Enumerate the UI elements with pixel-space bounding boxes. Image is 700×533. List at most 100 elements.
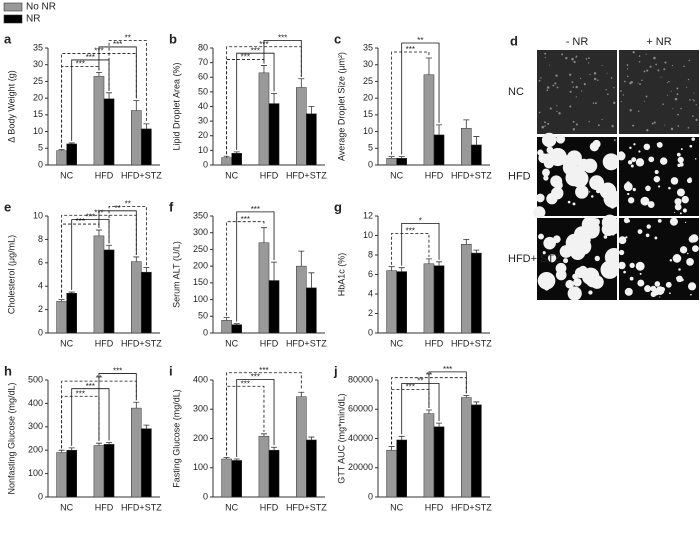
lipid-droplet — [627, 160, 633, 165]
error-bar — [425, 258, 432, 264]
lipid-droplet — [567, 286, 582, 301]
lipid-droplet — [594, 255, 600, 262]
significance-bracket — [263, 39, 302, 77]
bar — [433, 426, 445, 498]
lipid-droplet — [550, 175, 563, 188]
error-bar — [388, 266, 395, 271]
lipid-droplet — [689, 144, 693, 148]
lipid-droplet — [630, 164, 634, 168]
bar — [471, 252, 482, 334]
y-tick-label: 20 — [33, 93, 43, 103]
lipid-droplet — [637, 229, 643, 235]
panel-label: i — [169, 363, 173, 378]
bar — [93, 76, 105, 166]
lipid-droplet — [565, 56, 568, 60]
lipid-droplet — [695, 104, 697, 106]
x-tick-label: NC — [225, 338, 238, 348]
y-tick-label: 15 — [33, 109, 43, 119]
lipid-droplet — [676, 188, 685, 197]
lipid-droplet — [546, 86, 550, 89]
lipid-droplet — [651, 122, 654, 125]
error-bar — [463, 394, 470, 398]
lipid-droplet — [591, 195, 594, 198]
lipid-droplet — [594, 102, 597, 105]
lipid-droplet — [575, 96, 577, 98]
bar — [396, 271, 407, 334]
y-tick-label: 12 — [363, 210, 373, 220]
bar — [268, 280, 280, 334]
lipid-droplet — [556, 266, 561, 271]
micrograph — [537, 50, 617, 134]
x-tick-label: NC — [60, 170, 73, 180]
lipid-droplet — [601, 222, 616, 237]
error-bar — [425, 57, 432, 75]
error-bar — [298, 250, 305, 267]
lipid-droplet — [555, 262, 567, 274]
x-tick-label: HFD+STZ — [451, 502, 492, 512]
y-axis-label: Average Droplet Size (μm²) — [336, 52, 346, 161]
lipid-droplet — [554, 82, 557, 85]
lipid-droplet — [666, 82, 668, 84]
lipid-droplet — [668, 186, 671, 190]
significance-bracket — [61, 223, 100, 298]
significance-bracket — [236, 379, 275, 457]
significance-bracket — [61, 66, 100, 148]
lipid-droplet — [630, 80, 633, 84]
bar — [258, 72, 270, 166]
lipid-droplet — [672, 182, 674, 185]
lipid-droplet — [676, 152, 681, 157]
lipid-droplet — [624, 80, 626, 83]
lipid-droplet — [624, 287, 633, 296]
lipid-droplet — [577, 158, 591, 172]
lipid-droplet — [610, 203, 616, 209]
lipid-droplet — [616, 151, 626, 161]
x-tick-label: NC — [60, 338, 73, 348]
bar — [306, 439, 317, 498]
legend-swatch — [3, 2, 23, 12]
panel-label: e — [4, 199, 11, 214]
lipid-droplet — [548, 64, 550, 66]
y-tick-label: 4 — [38, 281, 43, 291]
lipid-droplet — [575, 56, 577, 58]
bar — [103, 444, 115, 498]
lipid-droplet — [626, 75, 629, 78]
lipid-droplet — [677, 125, 680, 127]
bar — [93, 445, 105, 498]
y-tick-label: 70 — [198, 57, 208, 67]
significance-bracket — [98, 210, 137, 255]
error-bar — [473, 136, 480, 145]
lipid-droplet — [644, 285, 652, 293]
bar — [386, 158, 397, 166]
bar — [231, 153, 242, 166]
y-axis-label: Cholesterol (μg/mL) — [6, 235, 16, 314]
bar — [93, 235, 105, 334]
significance-bracket — [401, 383, 440, 435]
bar — [471, 404, 482, 498]
lipid-droplet — [645, 53, 647, 55]
y-tick-label: 100 — [193, 462, 208, 472]
y-tick-label: 0 — [203, 159, 208, 169]
lipid-droplet — [670, 127, 674, 131]
error-bar — [436, 124, 443, 135]
lipid-droplet — [648, 156, 655, 163]
x-tick-label: NC — [390, 170, 403, 180]
bar — [306, 287, 317, 334]
significance-label: ** — [417, 377, 423, 386]
y-tick-label: 0 — [368, 491, 373, 501]
lipid-droplet — [546, 89, 549, 92]
error-bar — [68, 291, 75, 294]
lipid-droplet — [572, 120, 575, 123]
lipid-droplet — [665, 281, 672, 288]
lipid-droplet — [679, 246, 688, 254]
x-tick-label: NC — [60, 502, 73, 512]
bar — [66, 292, 77, 334]
lipid-droplet — [543, 175, 549, 181]
lipid-droplet — [671, 64, 674, 67]
lipid-droplet — [604, 247, 624, 267]
y-tick-label: 30 — [198, 116, 208, 126]
x-tick-label: HFD — [95, 170, 114, 180]
significance-bracket — [391, 233, 430, 265]
y-tick-label: 4 — [368, 288, 373, 298]
legend-label: No NR — [26, 2, 56, 13]
y-tick-label: 0 — [368, 327, 373, 337]
